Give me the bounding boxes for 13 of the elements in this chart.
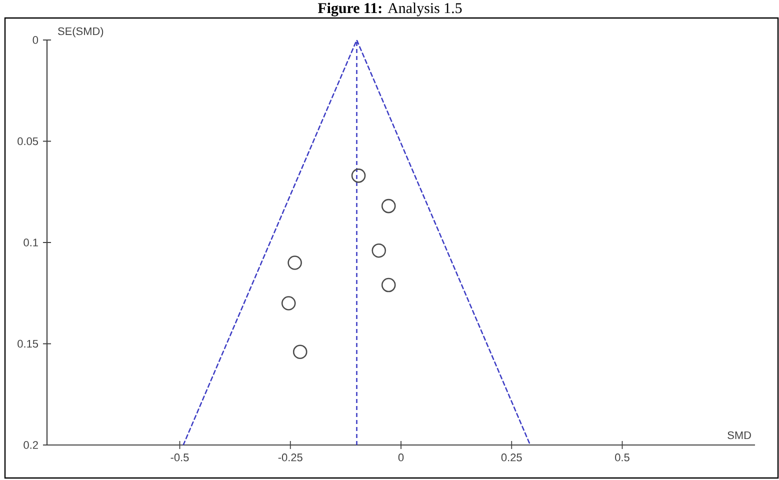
x-tick-label: 0 xyxy=(398,454,404,462)
y-tick-label: 0.05 xyxy=(18,137,38,146)
x-tick-label: -0.25 xyxy=(278,454,302,462)
x-tick-label: 0.5 xyxy=(615,454,630,462)
chart-title: Figure 11: Analysis 1.5 xyxy=(318,2,462,16)
y-tick-label: 0.15 xyxy=(18,340,38,348)
x-tick-label: 0.25 xyxy=(501,454,522,462)
x-tick-label: -0.5 xyxy=(170,454,189,462)
y-axis-title: SE(SMD) xyxy=(58,27,104,38)
y-tick-label: 0.1 xyxy=(24,238,38,246)
x-axis-title: SMD xyxy=(728,431,751,440)
y-tick-label: 0 xyxy=(32,36,38,44)
y-tick-label: 0.2 xyxy=(24,441,38,449)
